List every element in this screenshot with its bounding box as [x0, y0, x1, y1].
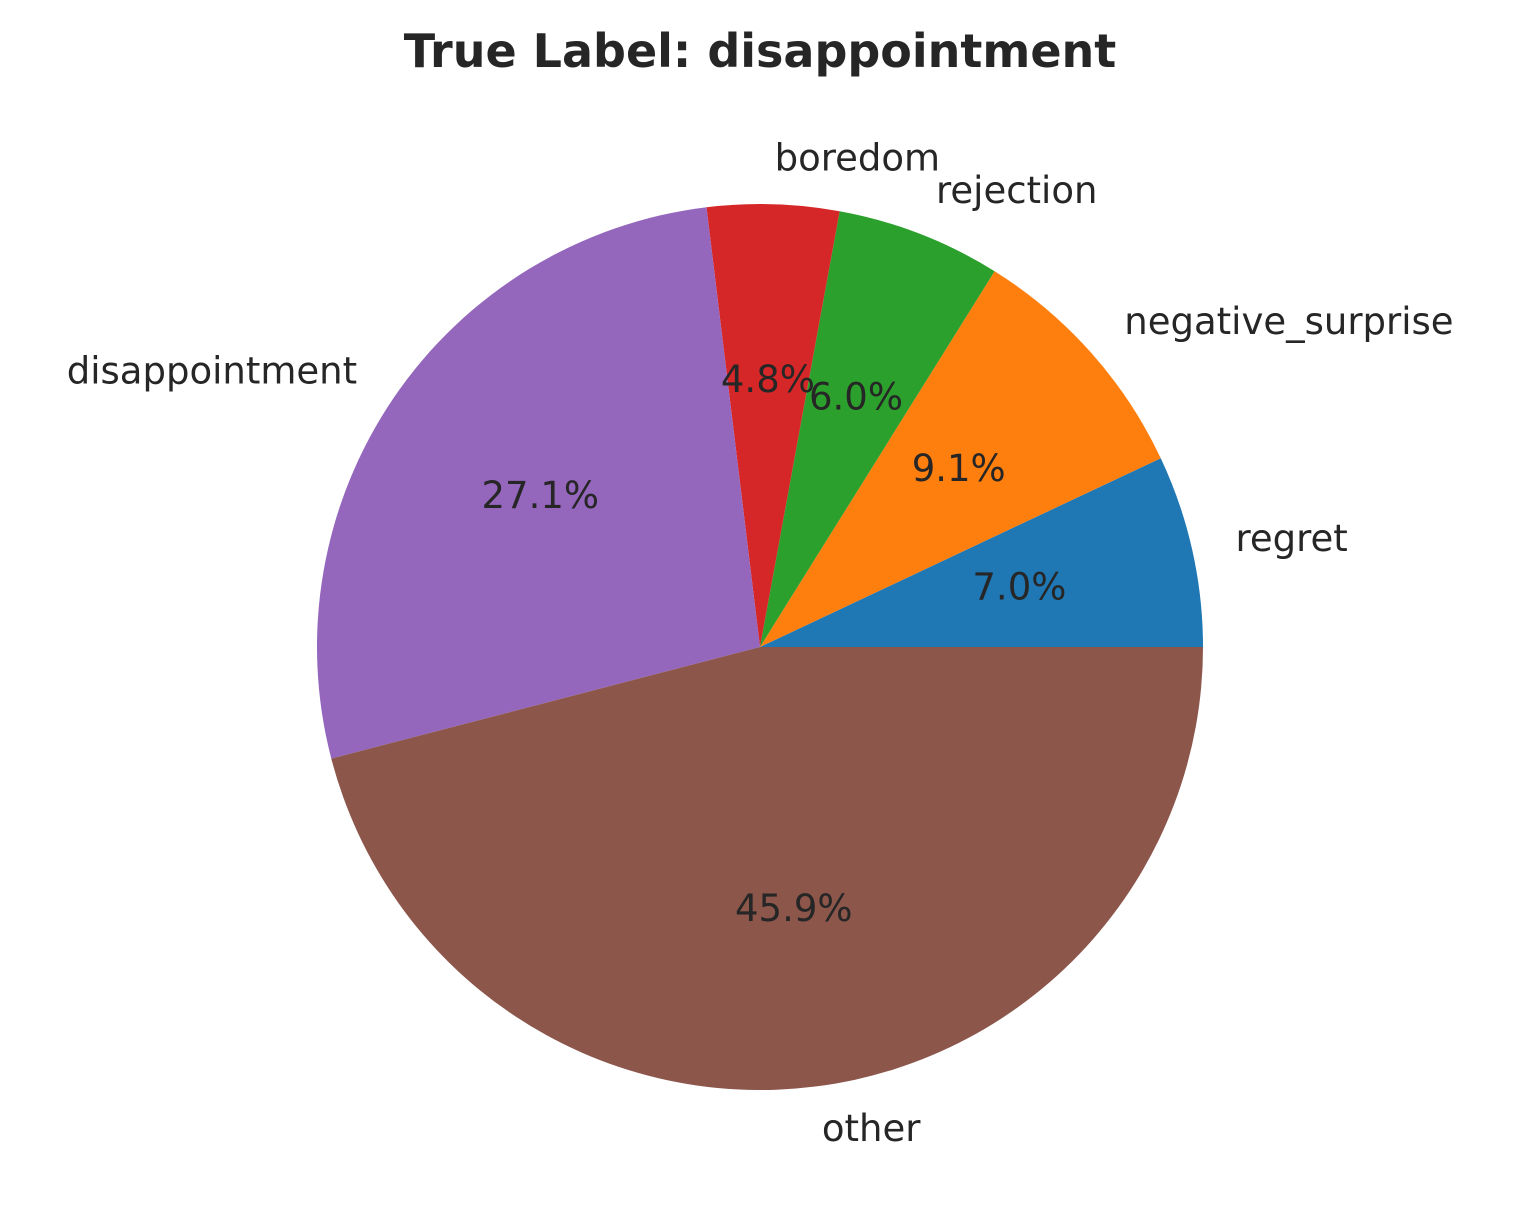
pie-labels: regret 7.0% negative_surprise 9.1% rejection… [67, 136, 1454, 1150]
pie-slices [316, 203, 1203, 1091]
pie-slice-rejection [760, 211, 995, 647]
slice-percent-disappointment: 27.1% [482, 474, 600, 517]
pie-slice-boredom [706, 203, 840, 647]
pie-slice-disappointment [316, 207, 760, 759]
slice-label-other: other [822, 1107, 921, 1150]
chart-title: True Label: disappointment [404, 24, 1117, 78]
slice-label-boredom: boredom [775, 136, 940, 179]
pie-slice-negative-surprise [760, 271, 1161, 647]
slice-percent-rejection: 6.0% [809, 376, 903, 419]
pie-slice-other [331, 647, 1203, 1091]
slice-percent-other: 45.9% [735, 887, 853, 930]
slice-percent-boredom: 4.8% [721, 358, 815, 401]
pie-slice-regret [760, 458, 1203, 647]
slice-label-regret: regret [1236, 517, 1348, 560]
slice-label-rejection: rejection [936, 169, 1097, 212]
slice-label-negative-surprise: negative_surprise [1124, 300, 1453, 343]
slice-percent-negative-surprise: 9.1% [912, 447, 1006, 490]
slice-percent-regret: 7.0% [972, 566, 1066, 609]
slice-label-disappointment: disappointment [67, 349, 357, 392]
